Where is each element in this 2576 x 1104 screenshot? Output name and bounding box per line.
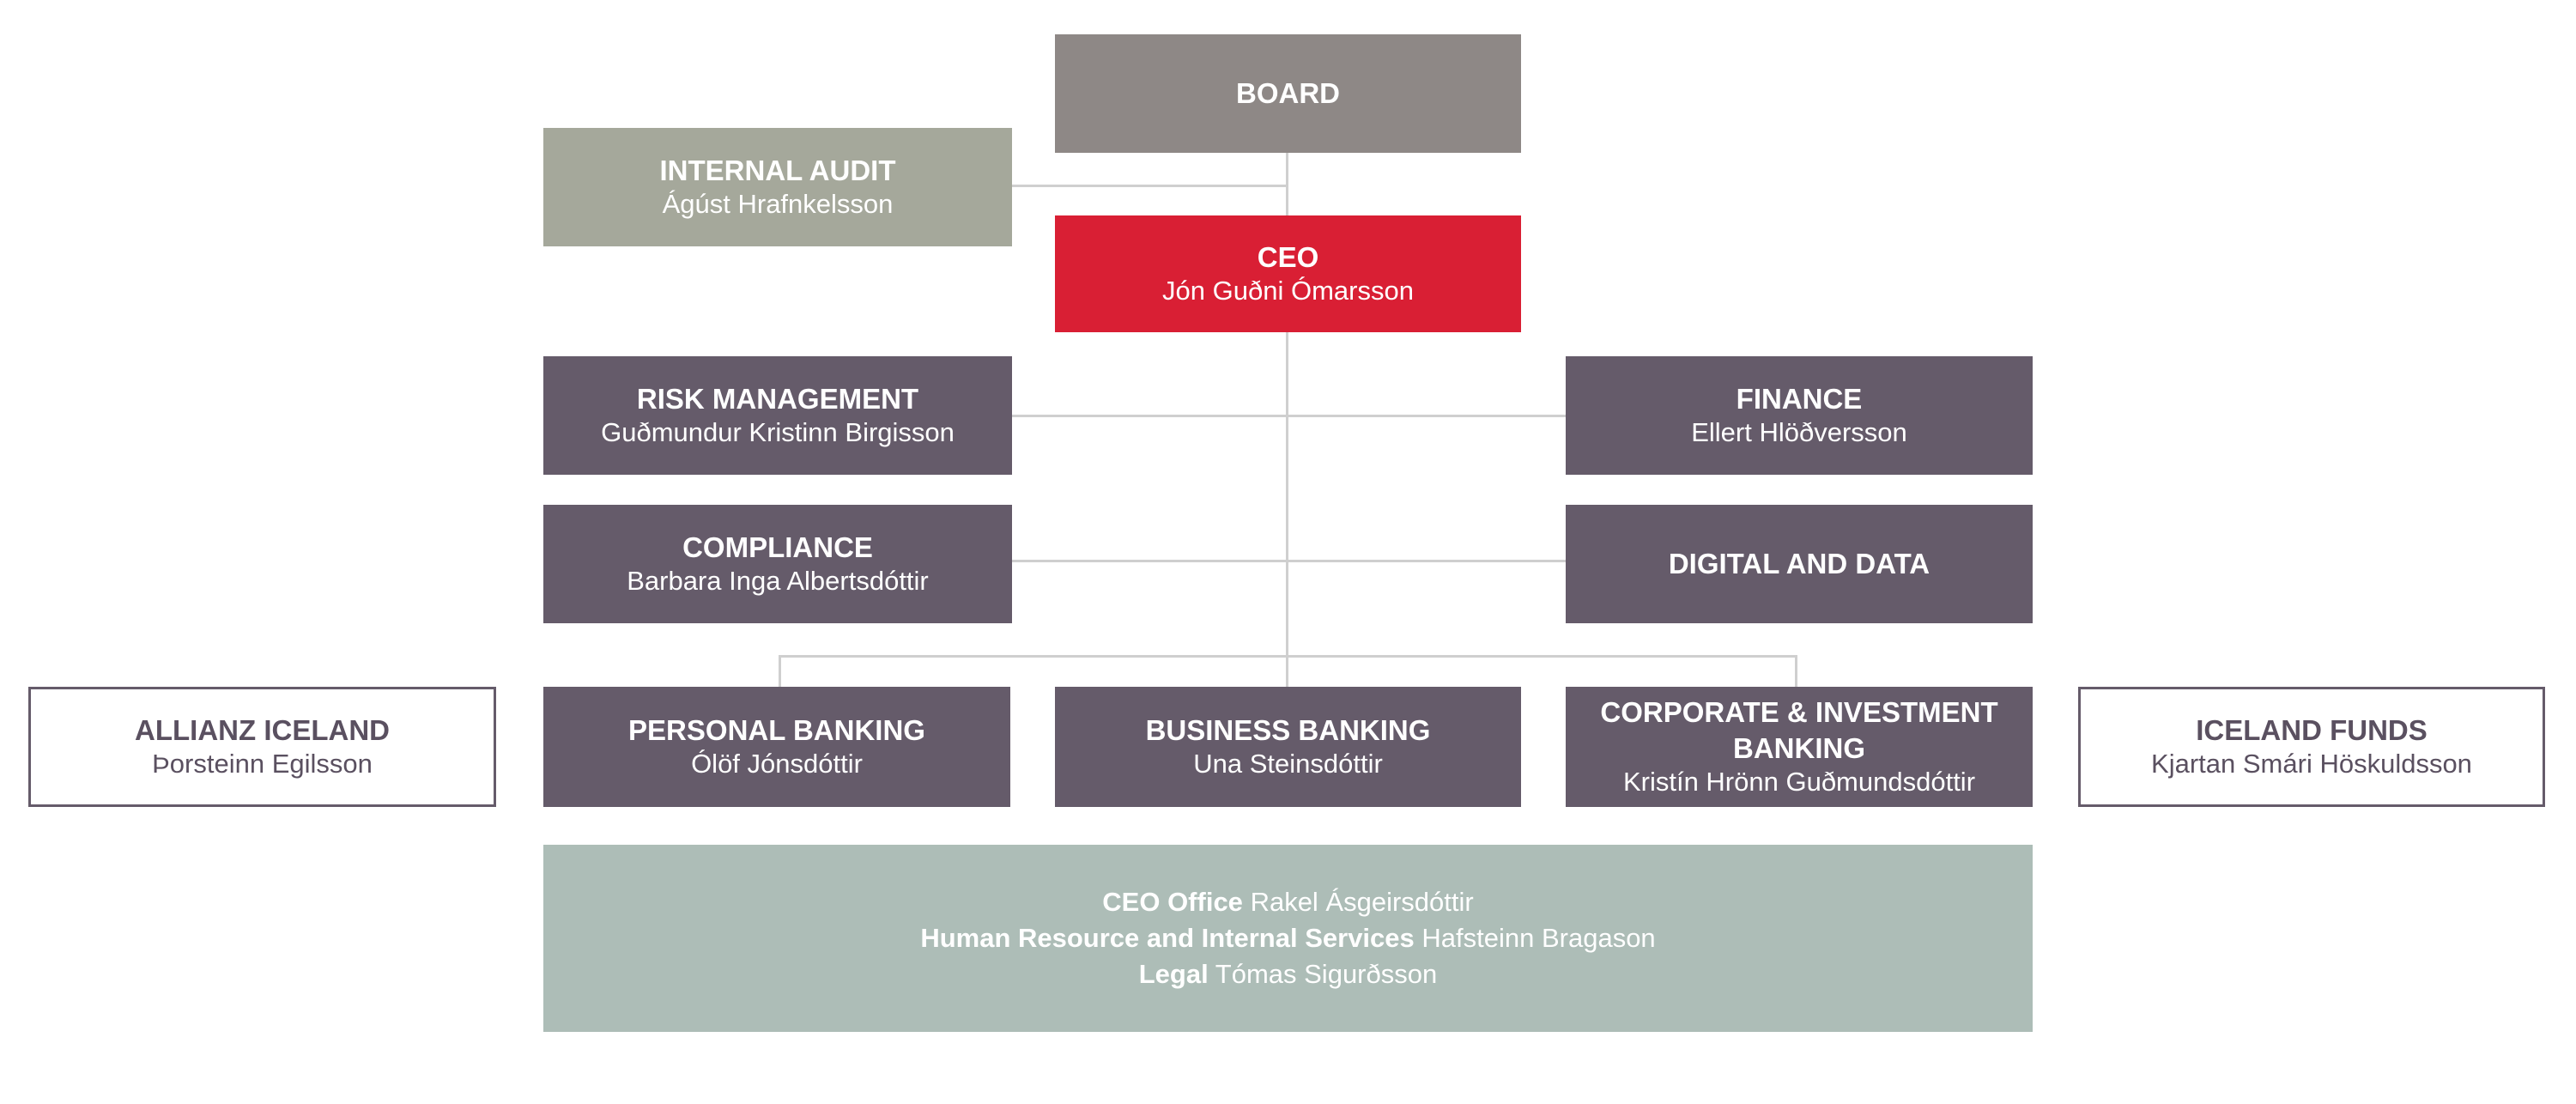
board-box: BOARD <box>1055 34 1521 153</box>
support-unit: Legal <box>1138 958 1209 989</box>
internal-audit-box: INTERNAL AUDIT Ágúst Hrafnkelsson <box>543 128 1012 246</box>
finance-title: FINANCE <box>1736 383 1863 415</box>
allianz-box: ALLIANZ ICELAND Þorsteinn Egilsson <box>28 687 496 807</box>
support-row: Legal Tómas Sigurðsson <box>1139 956 1437 992</box>
internal-audit-title: INTERNAL AUDIT <box>659 155 896 186</box>
connector-business-bar <box>779 655 1797 658</box>
connector-personal <box>779 655 781 687</box>
ceo-name: Jón Guðni Ómarsson <box>1162 276 1414 306</box>
business-title: BUSINESS BANKING <box>1145 714 1431 746</box>
business-name: Una Steinsdóttir <box>1193 749 1383 779</box>
connector-compliance-digital <box>1012 560 1566 562</box>
personal-name: Ólöf Jónsdóttir <box>691 749 863 779</box>
support-row: CEO Office Rakel Ásgeirsdóttir <box>1102 884 1473 920</box>
corporate-name: Kristín Hrönn Guðmundsdóttir <box>1622 766 1976 797</box>
corporate-banking-box: CORPORATE & INVESTMENT BANKING Kristín H… <box>1566 687 2033 807</box>
funds-title: ICELAND FUNDS <box>2196 714 2428 746</box>
risk-title: RISK MANAGEMENT <box>636 383 919 415</box>
corporate-title: CORPORATE & INVESTMENT BANKING <box>1600 696 1998 764</box>
business-banking-box: BUSINESS BANKING Una Steinsdóttir <box>1055 687 1521 807</box>
digital-data-box: DIGITAL AND DATA <box>1566 505 2033 623</box>
board-title: BOARD <box>1236 77 1340 110</box>
funds-name: Kjartan Smári Höskuldsson <box>2151 749 2472 779</box>
support-functions-box: CEO Office Rakel Ásgeirsdóttir Human Res… <box>543 845 2033 1032</box>
internal-audit-name: Ágúst Hrafnkelsson <box>662 189 894 220</box>
support-unit: CEO Office <box>1102 887 1243 918</box>
risk-name: Guðmundur Kristinn Birgisson <box>601 417 955 448</box>
allianz-title: ALLIANZ ICELAND <box>135 714 390 746</box>
compliance-name: Barbara Inga Albertsdóttir <box>627 566 929 597</box>
connector-risk-finance <box>1012 415 1566 417</box>
connector-main-vertical <box>1286 153 1288 687</box>
support-row: Human Resource and Internal Services Haf… <box>920 920 1655 956</box>
ceo-box: CEO Jón Guðni Ómarsson <box>1055 215 1521 332</box>
iceland-funds-box: ICELAND FUNDS Kjartan Smári Höskuldsson <box>2078 687 2545 807</box>
personal-banking-box: PERSONAL BANKING Ólöf Jónsdóttir <box>543 687 1010 807</box>
support-name: Rakel Ásgeirsdóttir <box>1250 887 1474 918</box>
allianz-name: Þorsteinn Egilsson <box>152 749 373 779</box>
support-unit: Human Resource and Internal Services <box>920 923 1415 954</box>
connector-internal-audit <box>1012 185 1287 187</box>
digital-title: DIGITAL AND DATA <box>1668 548 1930 580</box>
ceo-title: CEO <box>1257 241 1319 273</box>
compliance-box: COMPLIANCE Barbara Inga Albertsdóttir <box>543 505 1012 623</box>
finance-name: Ellert Hlöðversson <box>1691 417 1907 448</box>
compliance-title: COMPLIANCE <box>682 531 873 563</box>
risk-management-box: RISK MANAGEMENT Guðmundur Kristinn Birgi… <box>543 356 1012 475</box>
connector-corporate <box>1795 655 1797 687</box>
finance-box: FINANCE Ellert Hlöðversson <box>1566 356 2033 475</box>
personal-title: PERSONAL BANKING <box>628 714 925 746</box>
support-name: Hafsteinn Bragason <box>1421 923 1656 954</box>
support-name: Tómas Sigurðsson <box>1215 958 1438 989</box>
